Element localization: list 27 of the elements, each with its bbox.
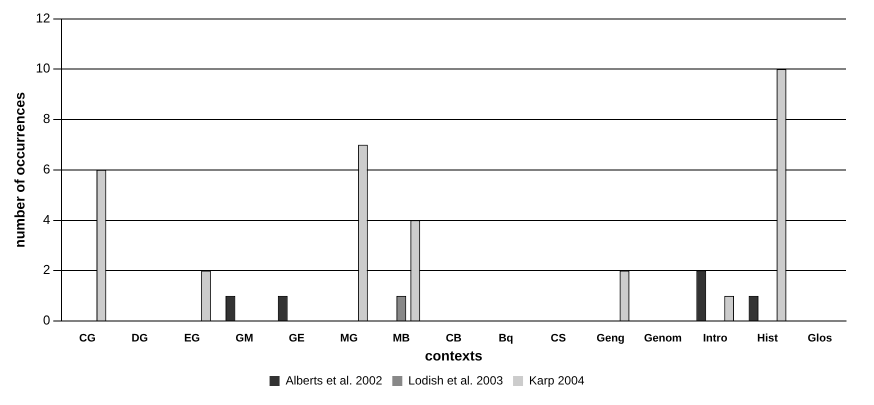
x-axis-title: contexts xyxy=(424,347,483,364)
legend-label: Alberts et al. 2002 xyxy=(286,373,383,388)
x-tick-label: CG xyxy=(79,332,96,345)
legend-label: Karp 2004 xyxy=(529,373,585,388)
y-tick-label: 0 xyxy=(43,312,50,328)
y-tick-label: 8 xyxy=(43,111,50,126)
y-axis-title: number of occurrences xyxy=(11,92,28,248)
legend-label: Lodish et al. 2003 xyxy=(408,373,504,388)
x-tick-label: Intro xyxy=(702,332,728,345)
x-tick-label: Glos xyxy=(808,332,832,345)
x-tick-label: GE xyxy=(288,332,305,345)
x-tick-label: GM xyxy=(236,332,254,345)
x-tick-label: CB xyxy=(446,332,462,345)
x-tick-label: Hist xyxy=(757,332,778,345)
y-tick-label: 6 xyxy=(43,161,50,176)
x-tick-label: MB xyxy=(392,332,410,345)
x-tick-label: DG xyxy=(131,332,148,345)
x-tick-label: MG xyxy=(340,332,358,345)
x-tick-label: Genom xyxy=(644,332,682,345)
y-tick-label: 4 xyxy=(43,212,50,227)
y-tick-label: 10 xyxy=(36,60,50,76)
y-tick-label: 12 xyxy=(36,10,50,26)
y-tick-label: 2 xyxy=(43,262,50,278)
x-tick-label: CS xyxy=(550,332,566,345)
x-tick-label: EG xyxy=(184,332,200,345)
x-tick-label: Geng xyxy=(596,332,625,345)
x-tick-label: Bq xyxy=(498,332,514,345)
